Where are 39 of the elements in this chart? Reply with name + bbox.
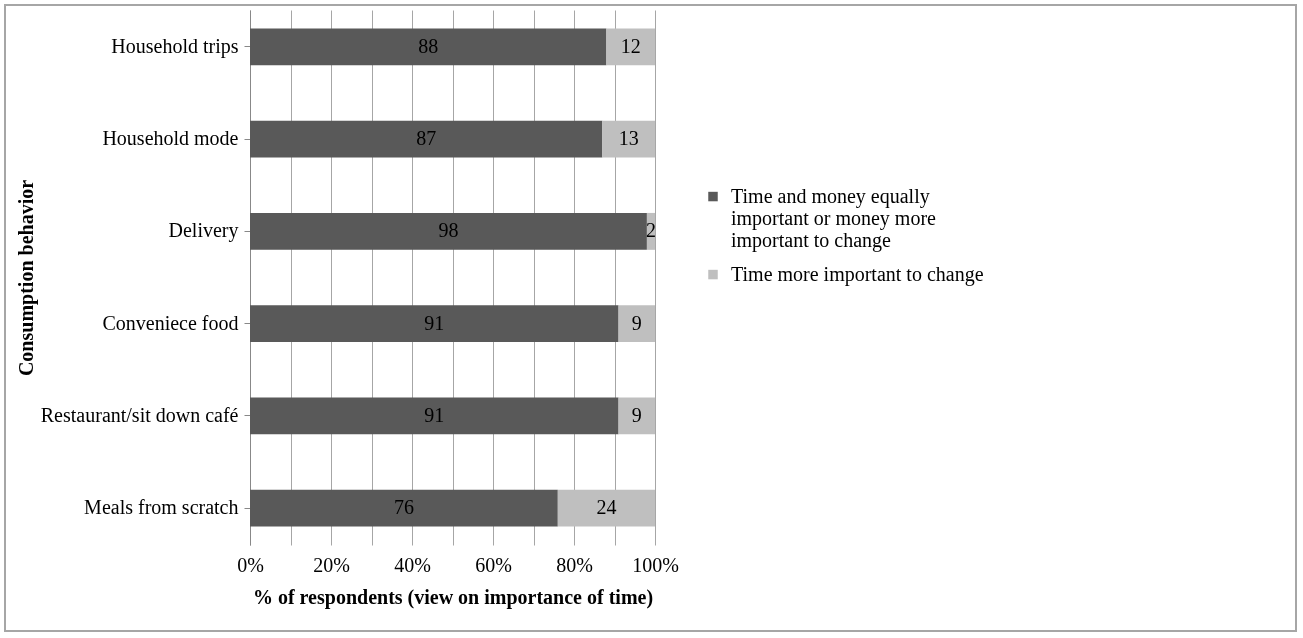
bar: [250, 397, 619, 435]
x-tick-label: 80%: [556, 553, 593, 576]
data-label: 24: [596, 496, 617, 519]
data-label: 76: [393, 496, 414, 519]
bar: [557, 489, 655, 527]
x-tick-label: 40%: [394, 553, 431, 576]
y-tick-label: Delivery: [168, 219, 239, 243]
y-tick-label: Meals from scratch: [84, 496, 239, 519]
bar: [602, 120, 655, 158]
y-tick-label: Household mode: [102, 127, 239, 150]
bar: [250, 489, 558, 527]
data-label: 87: [416, 127, 437, 150]
y-tick-label: Restaurant/sit down café: [40, 403, 239, 426]
y-axis-title: Consumption behavior: [14, 179, 38, 377]
bar: [250, 120, 603, 158]
y-tick-label: Household trips: [111, 34, 239, 58]
bar: [250, 212, 647, 250]
x-tick-label: 20%: [313, 553, 350, 576]
data-label: 9: [631, 311, 642, 334]
data-label: 91: [424, 403, 445, 426]
data-label: 2: [645, 219, 656, 242]
bar: [606, 28, 655, 66]
legend-label: Time more important to change: [731, 262, 984, 286]
data-label: 88: [418, 34, 439, 57]
x-tick-label: 100%: [632, 553, 679, 576]
data-label: 91: [424, 311, 445, 334]
x-axis-title: % of respondents (view on importance of time): [252, 585, 654, 609]
y-tick-label: Conveniece food: [102, 311, 239, 334]
legend-label: Time and money equally important or money more important to change: [731, 184, 937, 252]
bar: [618, 397, 655, 435]
data-label: 13: [618, 127, 639, 150]
x-tick-label: 0%: [237, 553, 264, 576]
bar: [250, 28, 607, 66]
x-tick-label: 60%: [475, 553, 512, 576]
data-label: 98: [438, 219, 459, 242]
data-label: 9: [631, 403, 642, 426]
bar: [250, 305, 619, 343]
data-label: 12: [620, 34, 641, 57]
bar: [618, 305, 655, 343]
